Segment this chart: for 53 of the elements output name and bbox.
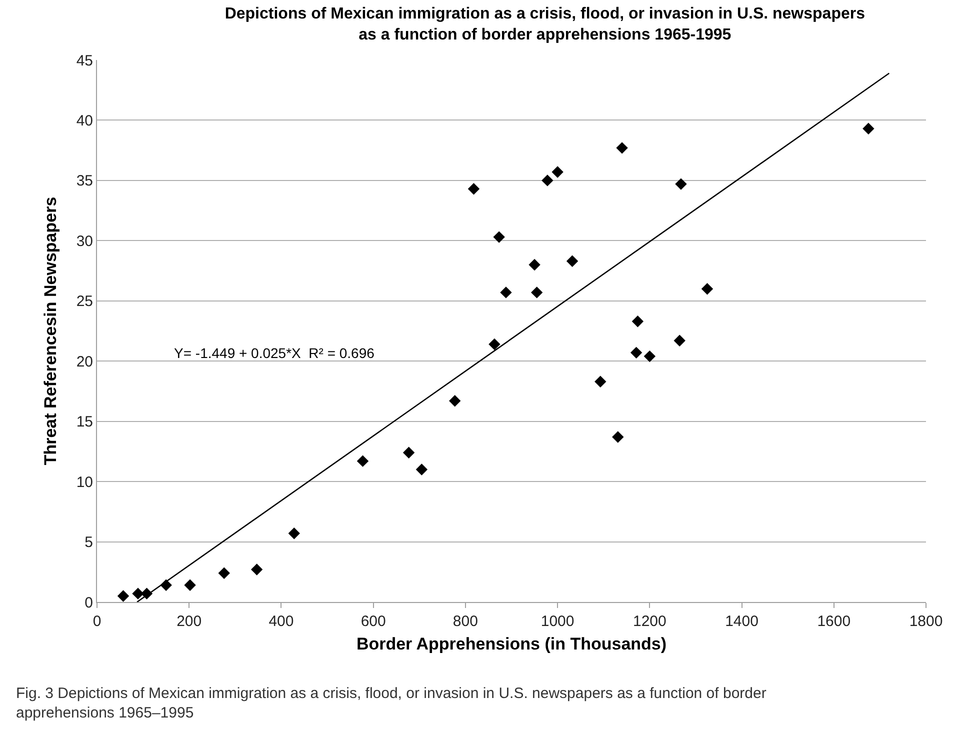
x-tick-label: 1600 — [817, 613, 851, 630]
point — [542, 174, 554, 186]
y-tick-label: 35 — [76, 172, 93, 190]
point — [528, 258, 540, 271]
x-tick-label: 1200 — [632, 613, 666, 630]
point — [701, 282, 714, 295]
y-tick-label: 30 — [76, 232, 93, 250]
point — [530, 286, 543, 298]
x-tick-label: 800 — [452, 613, 478, 630]
y-tick-label: 25 — [76, 293, 93, 310]
point — [184, 579, 196, 591]
point — [630, 346, 642, 359]
point — [644, 350, 656, 362]
y-tick-label: 0 — [84, 594, 93, 612]
y-tick-label: 45 — [76, 52, 93, 70]
chart-title: Depictions of Mexican immigration as a crisis, flood, or invasion in U.S. newspapers as a function of border apprehensions 1965-1995 — [224, 6, 866, 44]
point — [117, 590, 130, 602]
point — [493, 231, 505, 243]
x-axis-title: Border Apprehensions (in Thousands) — [356, 634, 667, 654]
point — [862, 122, 874, 134]
point — [674, 334, 686, 346]
y-tick-label: 5 — [84, 534, 93, 552]
y-axis-title: Threat Referencesin Newspapers — [40, 196, 60, 466]
point — [632, 316, 644, 328]
x-tick-label: 1800 — [909, 613, 943, 630]
x-tick-label: 200 — [176, 613, 202, 630]
x-tick-label: 1000 — [540, 613, 574, 630]
point — [594, 376, 606, 388]
point — [566, 255, 578, 267]
point — [132, 588, 144, 600]
point — [402, 446, 415, 458]
point — [288, 528, 300, 540]
point — [250, 564, 263, 576]
caption: Fig. 3 Depictions of Mexican immigration as a crisis, flood, or invasion in U.S. newspapers as a function of border apprehensions 1965–1995 — [16, 685, 766, 722]
y-tick-label: 40 — [76, 112, 93, 130]
x-tick-label: 1400 — [725, 613, 758, 630]
point — [218, 567, 230, 579]
y-tick-label: 15 — [76, 414, 93, 431]
point — [468, 183, 480, 195]
x-tick-label: 600 — [360, 613, 386, 630]
point — [612, 431, 624, 443]
point — [416, 464, 428, 476]
point — [552, 166, 564, 178]
point — [449, 395, 461, 407]
point — [616, 142, 628, 154]
y-tick-label: 10 — [76, 474, 93, 491]
point — [488, 338, 500, 350]
y-tick-label: 20 — [76, 353, 93, 370]
x-tick-label: 400 — [268, 613, 294, 630]
annotation: Y= -1.449 + 0.025*X R² = 0.696 — [174, 345, 375, 361]
point — [675, 178, 687, 190]
point — [500, 286, 512, 298]
point — [356, 455, 369, 467]
